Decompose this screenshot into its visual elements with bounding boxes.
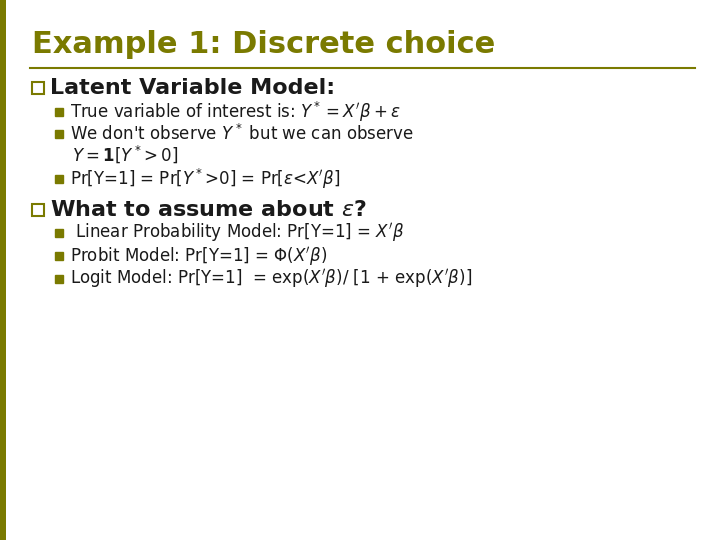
Bar [55,130,63,138]
Text: Probit Model: Pr[Y=1] = $\Phi(X'\beta)$: Probit Model: Pr[Y=1] = $\Phi(X'\beta)$ [70,245,328,267]
Bar [55,275,63,283]
Text: Pr[Y=1] = Pr[$Y^*$>0] = Pr[$\varepsilon$<$X'\beta$]: Pr[Y=1] = Pr[$Y^*$>0] = Pr[$\varepsilon$… [70,167,341,191]
Bar [55,108,63,116]
Bar [32,82,44,94]
Text: $Y = \mathbf{1}[Y^*\!>0]$: $Y = \mathbf{1}[Y^*\!>0]$ [72,143,179,165]
Bar [55,252,63,260]
Text: We don't observe $Y^*$ but we can observe: We don't observe $Y^*$ but we can observ… [70,124,414,144]
Text: Example 1: Discrete choice: Example 1: Discrete choice [32,30,495,59]
Bar [32,204,44,216]
Bar [55,229,63,237]
Text: Linear Probability Model: Pr[Y=1] = $X'\beta$: Linear Probability Model: Pr[Y=1] = $X'\… [70,221,405,245]
Text: True variable of interest is: $Y^*= X'\beta + \varepsilon$: True variable of interest is: $Y^*= X'\b… [70,100,401,124]
Text: Latent Variable Model:: Latent Variable Model: [50,78,335,98]
FancyBboxPatch shape [0,0,6,540]
Text: Logit Model: Pr[Y=1]  = exp($X'\beta$)/ [1 + exp($X'\beta$)]: Logit Model: Pr[Y=1] = exp($X'\beta$)/ [… [70,267,472,291]
Bar [55,175,63,183]
Text: What to assume about $\varepsilon$?: What to assume about $\varepsilon$? [50,200,366,220]
